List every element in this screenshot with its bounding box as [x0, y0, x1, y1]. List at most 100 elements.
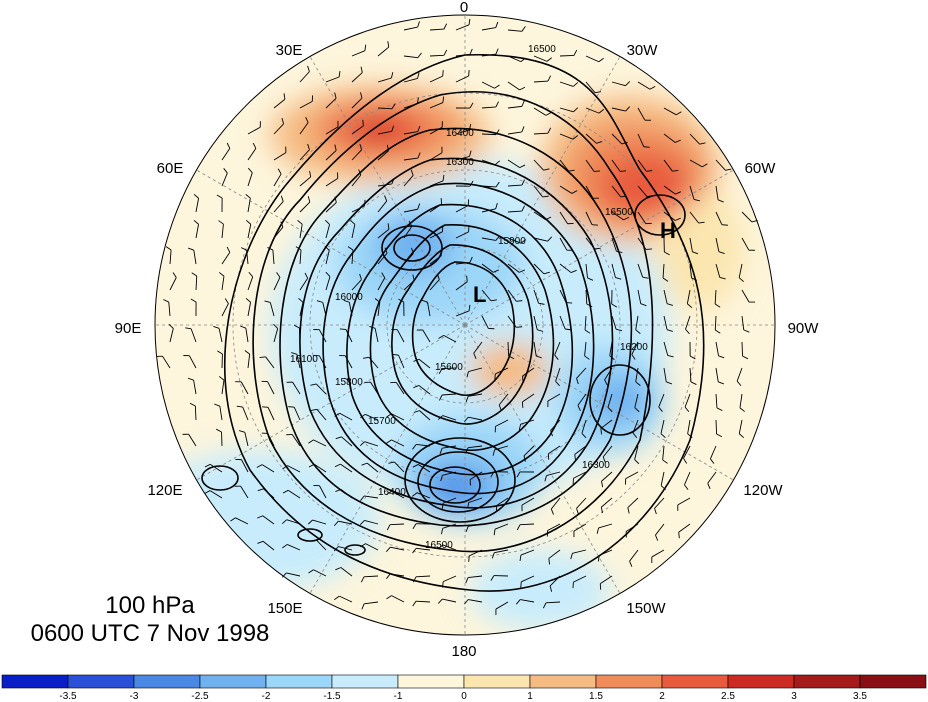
wind-barb	[299, 272, 309, 291]
wind-barb	[576, 367, 587, 385]
wind-barb	[308, 569, 327, 577]
wind-barb	[533, 55, 552, 62]
colorbar-swatch	[463, 674, 531, 689]
wind-barb	[741, 315, 750, 333]
wind-barb	[611, 211, 630, 221]
wind-barbs	[156, 18, 758, 616]
wind-barb	[481, 81, 500, 89]
wind-barb	[481, 289, 497, 302]
wind-barb	[403, 152, 421, 161]
wind-barb	[299, 170, 312, 187]
wind-barb	[662, 445, 668, 464]
wind-barb	[286, 381, 301, 395]
wind-barb	[465, 575, 483, 584]
contour-label: 16100	[290, 354, 318, 365]
colorbar-swatch	[727, 674, 795, 689]
contour-label: 16400	[446, 128, 474, 139]
wind-barb	[585, 107, 605, 114]
wind-barb	[386, 523, 405, 531]
anomaly-shading	[155, 15, 775, 635]
wind-barb	[351, 66, 363, 83]
wind-barb	[663, 185, 682, 195]
wind-barb	[291, 352, 301, 369]
longitude-label: 90W	[788, 320, 820, 337]
wind-barb	[494, 419, 509, 433]
wind-barb	[572, 471, 587, 485]
wind-barb	[559, 185, 578, 194]
wind-barb	[421, 299, 431, 317]
wind-barb	[741, 237, 755, 251]
wind-barb	[412, 492, 431, 499]
wind-barb	[429, 146, 443, 161]
valid-time-title: 0600 UTC 7 Nov 1998	[30, 620, 270, 647]
contour-label: 16200	[620, 342, 648, 353]
wind-barb	[299, 196, 311, 213]
wind-barb	[715, 263, 726, 280]
wind-barb	[247, 142, 257, 161]
wind-barb	[377, 223, 390, 239]
wind-barb	[310, 408, 327, 421]
wind-barb	[214, 403, 223, 421]
wind-barb	[533, 236, 553, 242]
wind-barb	[165, 246, 172, 265]
wind-barb	[325, 71, 341, 83]
wind-barb	[689, 133, 706, 145]
wind-barb	[247, 121, 261, 135]
wind-barb	[262, 406, 275, 421]
wind-barb	[221, 246, 231, 265]
wind-barb	[533, 159, 550, 171]
wind-barb	[684, 471, 691, 490]
wind-barb	[585, 185, 599, 199]
colorbar-tick-label: -1	[394, 691, 403, 702]
colorbar-swatch	[793, 674, 861, 689]
wind-barb	[239, 430, 249, 447]
colorbar-swatch	[133, 674, 201, 689]
wind-barb	[429, 49, 448, 57]
wind-barb	[217, 350, 223, 369]
wind-barb	[559, 263, 577, 273]
longitude-label: 120E	[147, 482, 182, 499]
wind-barb	[634, 393, 640, 413]
wind-barb	[273, 323, 279, 343]
wind-barb	[600, 497, 613, 514]
wind-barb	[627, 497, 639, 514]
wind-barb	[273, 168, 282, 187]
wind-barb	[390, 381, 405, 395]
contour-label: 16400	[378, 487, 406, 498]
wind-barb	[714, 315, 721, 334]
wind-barb	[559, 211, 574, 225]
wind-barb	[481, 101, 499, 109]
wind-barb	[412, 600, 431, 607]
wind-barb	[660, 419, 666, 439]
wind-barb	[585, 159, 601, 172]
wind-barb	[299, 65, 310, 83]
longitude-labels: 0 30W 60W 90W 120W 150W 180 150E 120E 90…	[115, 0, 820, 660]
wind-barb	[602, 445, 613, 463]
wind-barb	[533, 107, 552, 116]
wind-barb	[572, 575, 587, 589]
wind-barb	[631, 341, 639, 360]
wind-barb	[191, 272, 198, 291]
meridian-line	[464, 169, 734, 326]
wind-barb	[190, 298, 197, 317]
wind-barb	[516, 523, 535, 531]
wind-barb	[213, 326, 223, 343]
wind-barb	[403, 21, 420, 31]
wind-barb	[429, 23, 448, 31]
wind-barb	[507, 126, 525, 135]
colorbar-swatch	[859, 674, 927, 689]
wind-barb	[663, 315, 673, 332]
wind-barb	[438, 334, 457, 343]
contour-label: 15900	[498, 236, 526, 247]
colorbar: -3.5 -3 -2.5 -2 -1.5 -1 0 1 1.5 2 2.5 3 3.5	[1, 674, 927, 702]
contour-label: 16300	[582, 460, 610, 471]
wind-barb	[216, 194, 223, 213]
pressure-level-title: 100 hPa	[105, 592, 195, 619]
wind-barb	[533, 127, 552, 135]
wind-barb	[516, 471, 535, 478]
wind-barb	[438, 367, 457, 375]
wind-barb	[282, 489, 301, 499]
wind-barb	[325, 144, 337, 161]
colorbar-swatch	[661, 674, 729, 689]
wind-barb	[273, 272, 281, 291]
